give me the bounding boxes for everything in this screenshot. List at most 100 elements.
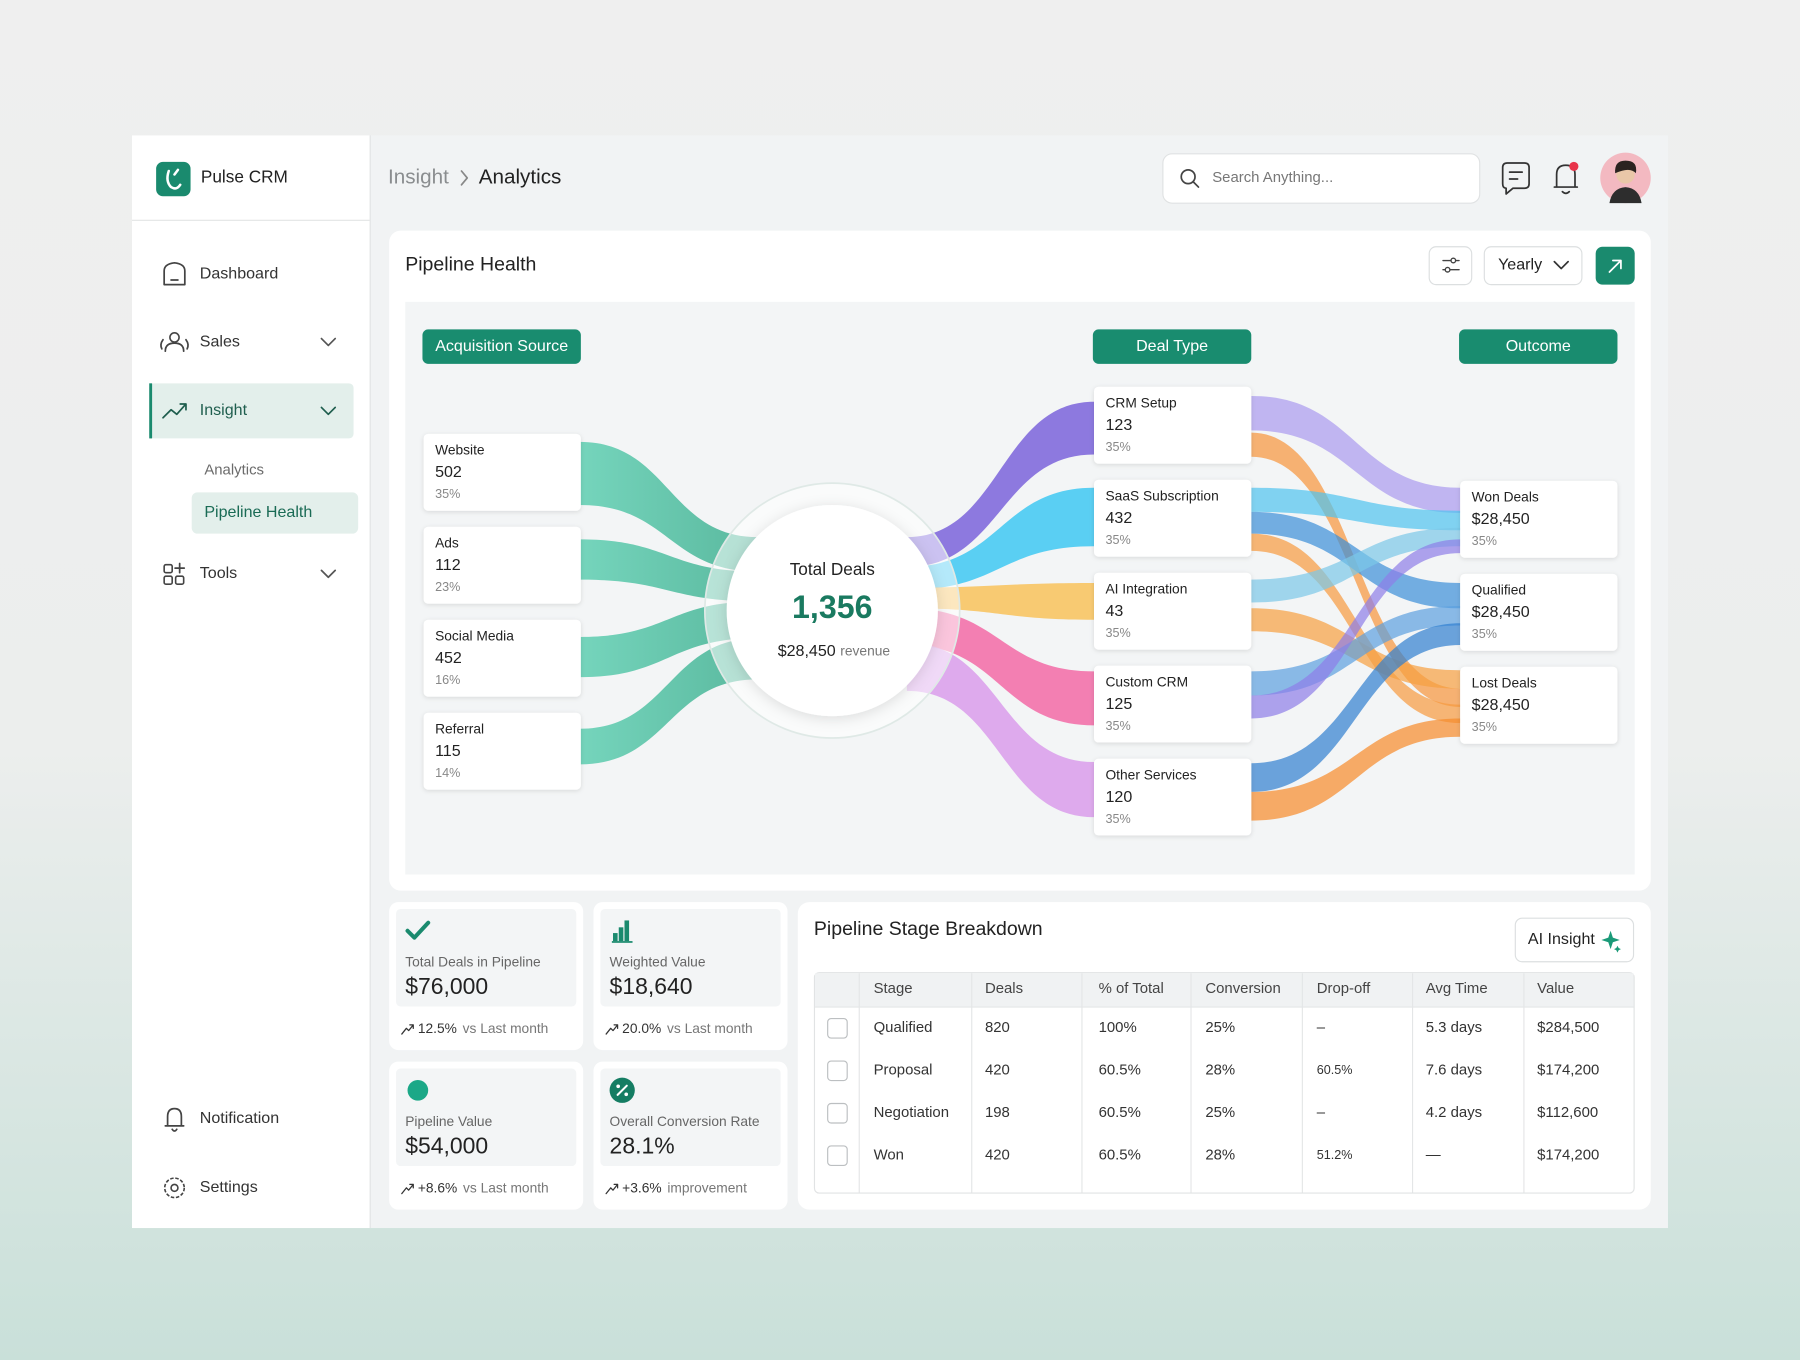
table-cell: 820 [985, 1019, 1010, 1036]
table-cell: 28% [1205, 1062, 1235, 1079]
table-cell: – [1317, 1104, 1326, 1121]
node-card [1460, 666, 1618, 744]
table-cell: $174,200 [1537, 1062, 1599, 1079]
chevron [320, 406, 337, 416]
column-header-label: Acquisition Source [435, 337, 568, 355]
outcome-flow [1251, 527, 1461, 603]
sales-icon [169, 332, 180, 343]
table-cell: 60.5% [1099, 1147, 1141, 1164]
sidebar [132, 135, 370, 1229]
node-name: Custom CRM [1105, 675, 1188, 690]
center-revenue-label: revenue [840, 644, 890, 659]
stat-label: Overall Conversion Rate [610, 1114, 760, 1129]
node-card [1094, 665, 1252, 743]
tools-icon [174, 562, 186, 574]
nav-item[interactable]: Sales [200, 332, 240, 350]
stat-note: improvement [667, 1181, 747, 1196]
stat-icon [611, 941, 633, 943]
nav-item[interactable]: Insight [200, 401, 248, 419]
stat-inner [396, 1068, 577, 1167]
breadcrumb-current: Analytics [479, 165, 562, 188]
card-title: Pipeline Stage Breakdown [814, 918, 1043, 940]
stat-change: 20.0% [622, 1021, 661, 1036]
node-value: 432 [1105, 509, 1132, 527]
nav-item[interactable]: Notification [200, 1109, 279, 1127]
node-value: $28,450 [1472, 696, 1530, 714]
node-name: Qualified [1472, 583, 1526, 598]
table-cell: $284,500 [1537, 1019, 1599, 1036]
node-card [423, 526, 581, 604]
node-card [1094, 758, 1252, 836]
expand-icon [1608, 259, 1622, 273]
stat-value: $54,000 [405, 1133, 488, 1159]
stat-label: Pipeline Value [405, 1114, 492, 1129]
node-share: 35% [1472, 534, 1497, 548]
node-card [423, 712, 581, 790]
breadcrumb-separator [460, 170, 469, 186]
table-cell: Won [874, 1147, 904, 1164]
table-cell: 420 [985, 1062, 1010, 1079]
outcome-flow [1251, 487, 1461, 531]
node-card [423, 433, 581, 511]
stat-note: vs Last month [463, 1181, 549, 1196]
stat-icon [613, 933, 618, 942]
table-cell: 100% [1099, 1019, 1137, 1036]
node-share: 35% [1105, 440, 1130, 454]
tools-icon [163, 563, 173, 574]
node-share: 35% [1105, 719, 1130, 733]
ai-insight-button[interactable] [1514, 917, 1635, 963]
node-value: 112 [435, 556, 461, 574]
nav-item[interactable]: Tools [200, 564, 237, 582]
table-cell: $174,200 [1537, 1147, 1599, 1164]
notification-dot [1569, 161, 1579, 172]
table-cell: 25% [1205, 1104, 1235, 1121]
center-value: 1,356 [792, 589, 872, 625]
outcome-flow [1251, 718, 1461, 821]
stat-icon [624, 920, 630, 942]
logo-glyph [166, 168, 182, 190]
table-cell: Proposal [874, 1062, 933, 1079]
node-name: Social Media [435, 629, 514, 644]
row-checkbox[interactable] [827, 1017, 848, 1039]
outcome-flow [1251, 539, 1461, 719]
table-cell: Negotiation [874, 1104, 949, 1121]
outcome-flow [1251, 623, 1461, 792]
nav-active-bar [149, 383, 153, 439]
nav-item[interactable]: Settings [200, 1178, 258, 1196]
table-cell: 60.5% [1317, 1063, 1353, 1077]
table-cell: 4.2 days [1426, 1104, 1482, 1121]
chevron [1553, 260, 1569, 270]
row-checkbox[interactable] [827, 1102, 848, 1124]
search-box[interactable] [1162, 153, 1481, 204]
table-cell: 25% [1205, 1019, 1235, 1036]
subnav-item[interactable]: Analytics [204, 461, 264, 478]
node-card [1094, 479, 1252, 557]
deal-flow [906, 642, 1095, 818]
sales-icon [160, 338, 189, 353]
center-revenue: $28,450 [778, 642, 836, 660]
logo-mark [156, 161, 191, 197]
nav-item[interactable]: Dashboard [200, 265, 279, 283]
row-checkbox[interactable] [827, 1145, 848, 1167]
table-cell: 51.2% [1317, 1148, 1353, 1162]
column-header [1092, 329, 1252, 364]
search-placeholder: Search Anything... [1212, 169, 1333, 186]
breadcrumb[interactable]: Insight [388, 165, 449, 188]
table-cell: 60.5% [1099, 1062, 1141, 1079]
period-select[interactable] [1483, 246, 1583, 286]
node-name: SaaS Subscription [1105, 489, 1218, 504]
notification-icon [164, 1107, 185, 1132]
node-value: 120 [1105, 788, 1132, 806]
settings-icon [170, 1183, 179, 1193]
node-share: 35% [435, 487, 460, 501]
row-checkbox[interactable] [827, 1060, 848, 1082]
node-name: Website [435, 443, 485, 458]
subnav-item[interactable]: Pipeline Health [204, 503, 312, 521]
table-header: Conversion [1205, 980, 1280, 997]
filter-button[interactable] [1428, 246, 1473, 286]
column-header [422, 329, 581, 364]
search-icon [1180, 168, 1196, 185]
table-frame [813, 972, 1635, 1194]
source-flow [579, 638, 758, 765]
